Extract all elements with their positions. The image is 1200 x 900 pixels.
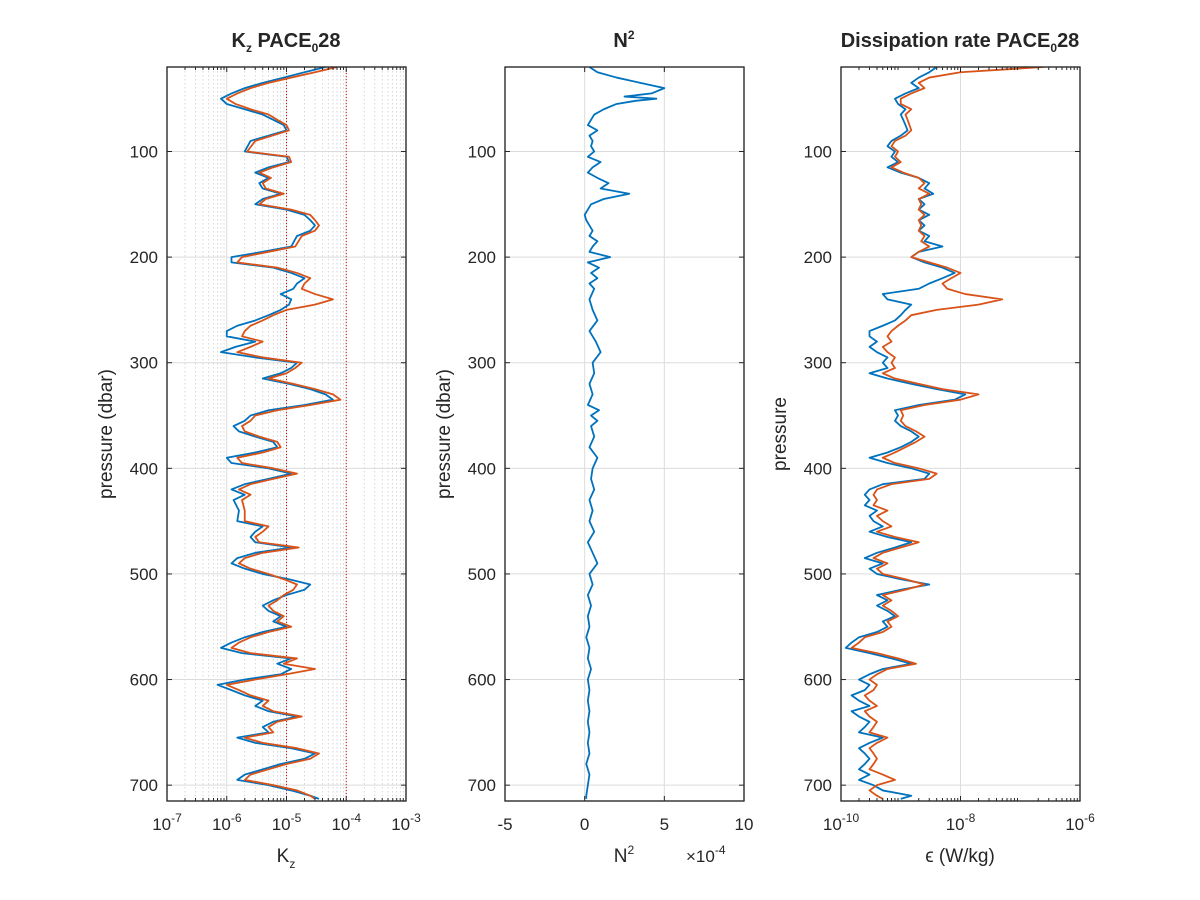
x-tick-label: -5: [497, 815, 512, 834]
x-tick-label: 10-7: [152, 811, 182, 834]
eps-title: Dissipation rate PACE028: [841, 30, 1080, 55]
y-tick-label: 400: [468, 459, 496, 478]
n2-x-label: N2: [614, 843, 635, 867]
kz-series-group: [216, 67, 342, 800]
x-tick-label: 10-6: [1065, 811, 1095, 834]
kz-reference-lines: [286, 67, 347, 801]
eps-series-group: [844, 67, 1045, 800]
panel-n2: -5 0 5 10 100 200 300 400 500 600 700 N2 N2 ×10-4…: [434, 28, 753, 867]
kz-y-ticks: 100 200 300 400 500 600 700: [130, 142, 406, 795]
kz-series-2-line: [225, 67, 342, 800]
y-tick-label: 200: [130, 248, 158, 267]
y-tick-label: 700: [468, 776, 496, 795]
n2-title: N2: [613, 28, 634, 52]
eps-x-ticks: 10-10 10-8 10-6: [823, 67, 1095, 834]
y-tick-label: 400: [130, 459, 158, 478]
n2-x-multiplier: ×10-4: [686, 843, 726, 866]
x-tick-label: 10-10: [823, 811, 860, 834]
eps-y-ticks: 100 200 300 400 500 600 700: [804, 142, 1080, 795]
y-tick-label: 600: [130, 671, 158, 690]
y-tick-label: 400: [804, 459, 832, 478]
y-tick-label: 100: [130, 142, 158, 161]
y-tick-label: 300: [804, 354, 832, 373]
eps-series-2-line: [850, 67, 1045, 800]
x-tick-label: 0: [580, 815, 589, 834]
y-tick-label: 700: [804, 776, 832, 795]
y-tick-label: 300: [130, 354, 158, 373]
y-tick-label: 500: [130, 565, 158, 584]
y-tick-label: 700: [130, 776, 158, 795]
x-tick-label: 5: [660, 815, 669, 834]
y-tick-label: 600: [468, 671, 496, 690]
y-tick-label: 200: [804, 248, 832, 267]
kz-x-label: Kz: [277, 846, 296, 871]
y-tick-label: 500: [468, 565, 496, 584]
eps-y-label: pressure: [770, 397, 791, 471]
panel-dissipation: 10-10 10-8 10-6 100 200 300 400 500 600 700 Diss…: [770, 30, 1095, 867]
n2-y-label: pressure (dbar): [434, 369, 455, 499]
y-tick-label: 500: [804, 565, 832, 584]
kz-x-ticks: 10-7 10-6 10-5 10-4 10-3: [152, 67, 421, 834]
kz-y-label: pressure (dbar): [96, 369, 117, 499]
eps-x-label: ϵ (W/kg): [925, 846, 995, 867]
y-tick-label: 300: [468, 354, 496, 373]
eps-series-1-line: [844, 67, 967, 800]
n2-y-ticks: 100 200 300 400 500 600 700: [468, 142, 744, 795]
n2-axes-frame: [504, 66, 745, 802]
n2-series-1-line: [583, 67, 666, 799]
y-tick-label: 100: [468, 142, 496, 161]
x-tick-label: 10-5: [272, 811, 302, 834]
n2-series-group: [583, 67, 666, 799]
y-tick-label: 600: [804, 671, 832, 690]
n2-x-ticks: -5 0 5 10: [497, 67, 753, 834]
x-tick-label: 10-3: [391, 811, 421, 834]
y-tick-label: 100: [804, 142, 832, 161]
y-tick-label: 200: [468, 248, 496, 267]
x-tick-label: 10-4: [331, 811, 361, 834]
n2-axes-box: [504, 66, 745, 802]
kz-title: Kz PACE028: [231, 30, 340, 55]
x-tick-label: 10-8: [946, 811, 976, 834]
x-tick-label: 10: [735, 815, 754, 834]
panel-kz: 10-7 10-6 10-5 10-4 10-3 100 200 300 400 500 600 7…: [96, 30, 421, 871]
x-tick-label: 10-6: [212, 811, 242, 834]
